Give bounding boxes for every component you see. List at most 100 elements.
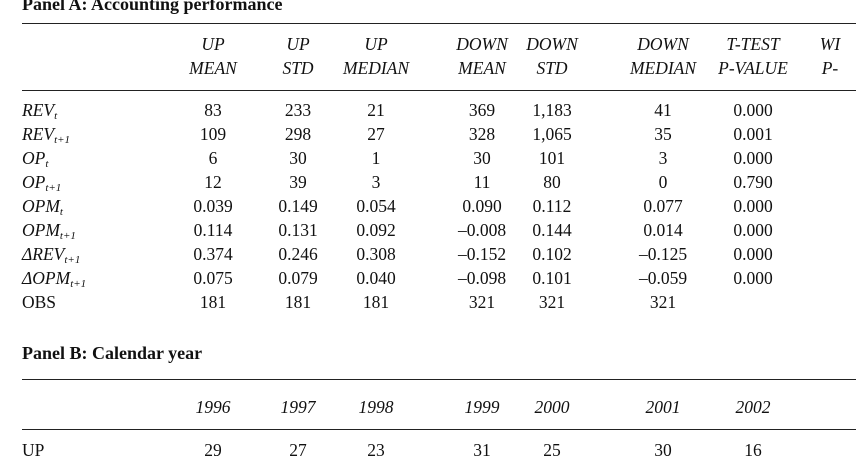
table-cell: 0.000: [733, 220, 773, 240]
variable-subscript: t+1: [54, 134, 71, 146]
table-cell: 0.790: [733, 172, 773, 192]
table-cell: 21: [367, 100, 385, 120]
table-cell: 0.054: [356, 196, 396, 216]
table-cell: 1,183: [532, 100, 572, 120]
row-label: UP: [22, 440, 45, 460]
table-cell: 0.079: [278, 268, 318, 288]
row-label: OPMt+1: [22, 220, 76, 242]
panel-b-header-rule: [22, 429, 856, 430]
column-header: UP: [201, 34, 225, 54]
table-cell: 0.149: [278, 196, 318, 216]
table-cell: 0.014: [643, 220, 683, 240]
table-cell: 41: [654, 100, 672, 120]
table-cell: 0.374: [193, 244, 233, 264]
table-cell: 0.092: [356, 220, 396, 240]
table-cell: –0.152: [457, 244, 507, 264]
row-label: ΔOPMt+1: [22, 268, 87, 290]
table-cell: 328: [468, 124, 496, 144]
table-cell: 321: [468, 292, 496, 312]
table-cell: 321: [538, 292, 566, 312]
table-cell: 0.000: [733, 196, 773, 216]
table-cell: 0.246: [278, 244, 318, 264]
table-cell: 0.000: [733, 244, 773, 264]
column-header: DOWN: [637, 34, 689, 54]
panel-b-title: Panel B: Calendar year: [22, 343, 203, 363]
variable-name: ΔREV: [22, 244, 65, 264]
variable-subscript: t+1: [59, 230, 76, 242]
table-cell: 3: [371, 172, 381, 192]
table-cell: 0.040: [356, 268, 396, 288]
variable-subscript: t+1: [64, 254, 81, 266]
variable-name: REV: [22, 124, 55, 144]
year-header: 2000: [534, 397, 570, 417]
column-header: MEDIAN: [342, 58, 410, 78]
table-cell: 233: [284, 100, 312, 120]
column-header: P-: [821, 58, 839, 78]
variable-name: OBS: [22, 292, 57, 312]
variable-subscript: t: [45, 158, 49, 170]
row-label: OPt: [22, 148, 49, 170]
table-cell: 0.000: [733, 268, 773, 288]
variable-name: OP: [22, 172, 46, 192]
row-label: OBS: [22, 292, 56, 313]
column-header: DOWN: [456, 34, 508, 54]
variable-name: OP: [22, 148, 46, 168]
table-cell: 31: [473, 440, 491, 460]
row-label: ΔREVt+1: [22, 244, 81, 266]
variable-name: ΔOPM: [22, 268, 71, 288]
table-cell: 0.000: [733, 100, 773, 120]
table-cell: 101: [538, 148, 566, 168]
table-cell: 1,065: [532, 124, 572, 144]
table-cell: 25: [543, 440, 561, 460]
table-cell: 0.000: [733, 148, 773, 168]
table-cell: –0.125: [638, 244, 688, 264]
table-cell: –0.008: [457, 220, 507, 240]
table-cell: 181: [199, 292, 227, 312]
column-header: WI: [819, 34, 841, 54]
year-header: 1996: [195, 397, 231, 417]
row-label: REVt: [22, 100, 57, 122]
table-cell: 0.144: [532, 220, 572, 240]
table-cell: 0.090: [462, 196, 502, 216]
column-header: STD: [536, 58, 568, 78]
table-cell: 0.101: [532, 268, 572, 288]
table-cell: 0: [658, 172, 668, 192]
table-cell: 0.077: [643, 196, 683, 216]
year-header: 1999: [464, 397, 500, 417]
year-header: 2002: [735, 397, 771, 417]
column-header: UP: [286, 34, 310, 54]
table-cell: 12: [204, 172, 222, 192]
table-cell: 0.075: [193, 268, 233, 288]
variable-name: OPM: [22, 196, 60, 216]
variable-name: REV: [22, 100, 55, 120]
row-label: REVt+1: [22, 124, 71, 146]
table-cell: 109: [199, 124, 227, 144]
table-cell: –0.059: [638, 268, 688, 288]
variable-subscript: t: [59, 206, 63, 218]
year-header: 1997: [280, 397, 316, 417]
row-label: OPMt: [22, 196, 63, 218]
table-cell: 321: [649, 292, 677, 312]
table-cell: 30: [473, 148, 491, 168]
row-label: OPt+1: [22, 172, 62, 194]
table-cell: 16: [744, 440, 762, 460]
column-header: MEAN: [189, 58, 237, 78]
table-cell: 11: [473, 172, 491, 192]
table-cell: 39: [289, 172, 307, 192]
table-cell: 27: [289, 440, 307, 460]
table-cell: 3: [658, 148, 668, 168]
panel-a-top-rule: [22, 23, 856, 24]
table-cell: 369: [468, 100, 496, 120]
variable-subscript: t+1: [45, 182, 62, 194]
table-cell: 0.114: [193, 220, 233, 240]
table-cell: 0.112: [532, 196, 572, 216]
panel-a-title: Panel A: Accounting performance: [22, 0, 283, 14]
column-header: T-TEST: [726, 34, 780, 54]
table-cell: 298: [284, 124, 312, 144]
table-cell: 0.131: [278, 220, 318, 240]
column-header: STD: [282, 58, 314, 78]
table-cell: 35: [654, 124, 672, 144]
variable-subscript: t+1: [70, 278, 87, 290]
table-cell: 83: [204, 100, 222, 120]
panel-a-header-rule: [22, 90, 856, 91]
